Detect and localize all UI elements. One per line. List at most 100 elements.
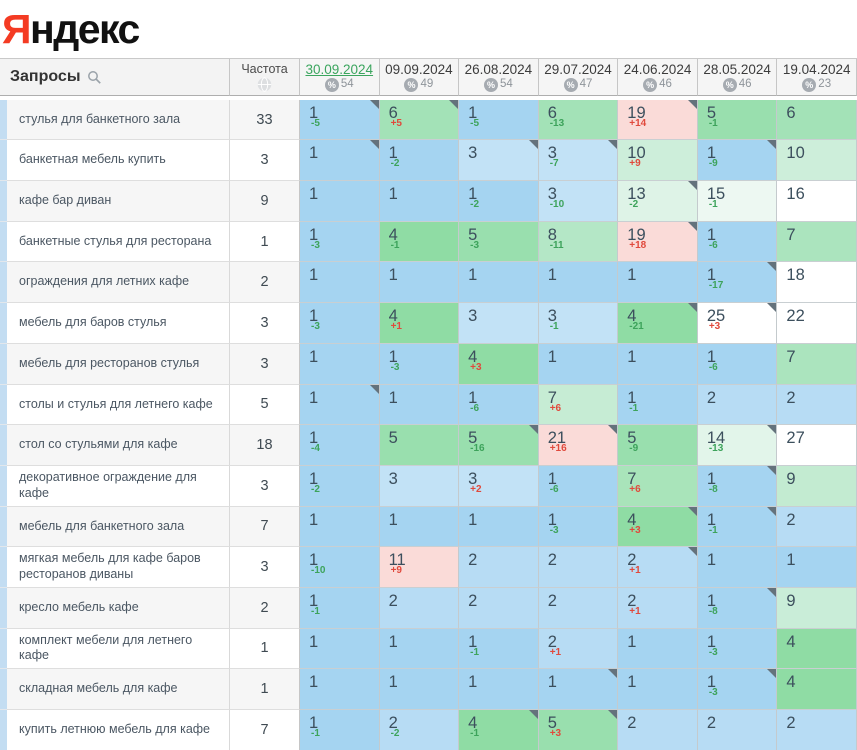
- position-cell[interactable]: 8 -11: [538, 221, 619, 263]
- position-cell[interactable]: 1 -6: [538, 465, 619, 507]
- position-cell[interactable]: 1: [300, 384, 380, 426]
- row-handle[interactable]: [0, 221, 7, 263]
- query-cell[interactable]: комплект мебели для летнего кафе: [7, 628, 230, 670]
- position-cell[interactable]: 9: [777, 587, 857, 629]
- position-cell[interactable]: 1: [379, 506, 460, 548]
- position-cell[interactable]: 1: [459, 506, 539, 548]
- position-cell[interactable]: 4 +3: [459, 343, 539, 385]
- position-cell[interactable]: 1 -10: [300, 547, 380, 588]
- position-cell[interactable]: 5 +3: [538, 710, 619, 750]
- yandex-logo[interactable]: Яндекс: [0, 0, 857, 58]
- position-cell[interactable]: 21 +16: [538, 425, 619, 466]
- position-cell[interactable]: 5: [379, 425, 460, 466]
- position-cell[interactable]: 11 +9: [379, 547, 460, 588]
- position-cell[interactable]: 15 -1: [697, 181, 778, 222]
- position-cell[interactable]: 1 -6: [697, 221, 778, 263]
- position-cell[interactable]: 1: [379, 669, 460, 710]
- query-cell[interactable]: мебель для ресторанов стулья: [7, 343, 230, 385]
- position-cell[interactable]: 4 +1: [379, 303, 460, 344]
- position-cell[interactable]: 1: [538, 343, 619, 385]
- position-cell[interactable]: 1: [538, 262, 619, 304]
- query-cell[interactable]: мебель для банкетного зала: [7, 506, 230, 548]
- position-cell[interactable]: 1 -8: [697, 465, 778, 507]
- row-handle[interactable]: [0, 384, 7, 426]
- row-handle[interactable]: [0, 547, 7, 588]
- position-cell[interactable]: 2 +1: [618, 547, 698, 588]
- position-cell[interactable]: 2 +1: [618, 587, 698, 629]
- query-cell[interactable]: складная мебель для кафе: [7, 669, 230, 710]
- position-cell[interactable]: 2: [777, 384, 857, 426]
- date-label[interactable]: 09.09.2024: [385, 62, 453, 77]
- position-cell[interactable]: 2: [697, 384, 778, 426]
- position-cell[interactable]: 1 -17: [697, 262, 778, 304]
- date-column-header-28.05.2024[interactable]: 28.05.2024% 46: [697, 59, 778, 96]
- position-cell[interactable]: 3 -10: [538, 181, 619, 222]
- query-cell[interactable]: банкетная мебель купить: [7, 140, 230, 182]
- position-cell[interactable]: 1 -9: [697, 140, 778, 182]
- position-cell[interactable]: 1 -6: [459, 384, 539, 426]
- position-cell[interactable]: 1 -1: [618, 384, 698, 426]
- position-cell[interactable]: 2: [538, 547, 619, 588]
- position-cell[interactable]: 1: [300, 343, 380, 385]
- position-cell[interactable]: 3: [379, 465, 460, 507]
- position-cell[interactable]: 3 -7: [538, 140, 619, 182]
- row-handle[interactable]: [0, 99, 7, 141]
- position-cell[interactable]: 10: [777, 140, 857, 182]
- position-cell[interactable]: 1 -1: [697, 506, 778, 548]
- position-cell[interactable]: 2: [459, 547, 539, 588]
- position-cell[interactable]: 1 -2: [300, 465, 380, 507]
- position-cell[interactable]: 1: [618, 628, 698, 670]
- position-cell[interactable]: 4: [777, 628, 857, 670]
- position-cell[interactable]: 3: [459, 303, 539, 344]
- position-cell[interactable]: 22: [777, 303, 857, 344]
- position-cell[interactable]: 1: [459, 262, 539, 304]
- row-handle[interactable]: [0, 587, 7, 629]
- position-cell[interactable]: 1: [300, 506, 380, 548]
- query-cell[interactable]: ограждения для летних кафе: [7, 262, 230, 304]
- position-cell[interactable]: 1: [379, 384, 460, 426]
- query-cell[interactable]: кресло мебель кафе: [7, 587, 230, 629]
- position-cell[interactable]: 4: [777, 669, 857, 710]
- position-cell[interactable]: 1 -3: [300, 303, 380, 344]
- position-cell[interactable]: 2: [777, 506, 857, 548]
- position-cell[interactable]: 1 -3: [697, 628, 778, 670]
- position-cell[interactable]: 2: [379, 587, 460, 629]
- position-cell[interactable]: 1: [777, 547, 857, 588]
- date-label[interactable]: 19.04.2024: [782, 62, 851, 77]
- date-label[interactable]: 28.05.2024: [703, 62, 771, 77]
- position-cell[interactable]: 1: [618, 669, 698, 710]
- position-cell[interactable]: 1 -1: [300, 710, 380, 750]
- position-cell[interactable]: 6 -13: [538, 99, 619, 141]
- query-cell[interactable]: декоративное ограждение для кафе: [7, 465, 230, 507]
- row-handle[interactable]: [0, 628, 7, 670]
- row-handle[interactable]: [0, 343, 7, 385]
- position-cell[interactable]: 1: [300, 262, 380, 304]
- date-column-header-09.09.2024[interactable]: 09.09.2024% 49: [379, 59, 460, 96]
- position-cell[interactable]: 5 -9: [618, 425, 698, 466]
- position-cell[interactable]: 19 +14: [618, 99, 698, 141]
- position-cell[interactable]: 1 -1: [459, 628, 539, 670]
- position-cell[interactable]: 1: [697, 547, 778, 588]
- position-cell[interactable]: 1 -8: [697, 587, 778, 629]
- row-handle[interactable]: [0, 710, 7, 750]
- position-cell[interactable]: 7 +6: [538, 384, 619, 426]
- position-cell[interactable]: 1: [379, 628, 460, 670]
- position-cell[interactable]: 3: [459, 140, 539, 182]
- position-cell[interactable]: 2 +1: [538, 628, 619, 670]
- row-handle[interactable]: [0, 669, 7, 710]
- query-cell[interactable]: мягкая мебель для кафе баров ресторанов …: [7, 547, 230, 588]
- position-cell[interactable]: 14 -13: [697, 425, 778, 466]
- position-cell[interactable]: 7: [777, 343, 857, 385]
- query-cell[interactable]: купить летнюю мебель для кафе: [7, 710, 230, 750]
- row-handle[interactable]: [0, 465, 7, 507]
- row-handle[interactable]: [0, 303, 7, 344]
- position-cell[interactable]: 13 -2: [618, 181, 698, 222]
- position-cell[interactable]: 4 +3: [618, 506, 698, 548]
- row-handle[interactable]: [0, 181, 7, 222]
- position-cell[interactable]: 1: [300, 628, 380, 670]
- position-cell[interactable]: 1: [300, 669, 380, 710]
- position-cell[interactable]: 1 -5: [459, 99, 539, 141]
- position-cell[interactable]: 2: [697, 710, 778, 750]
- position-cell[interactable]: 1 -4: [300, 425, 380, 466]
- date-column-header-29.07.2024[interactable]: 29.07.2024% 47: [538, 59, 619, 96]
